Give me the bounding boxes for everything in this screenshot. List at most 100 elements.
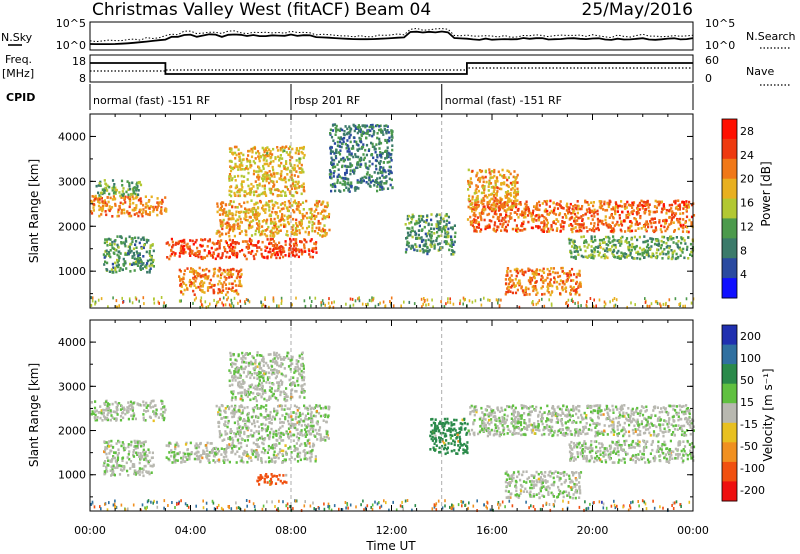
echo-cell — [298, 157, 301, 161]
ground-scatter-cell — [422, 302, 424, 306]
echo-cell — [240, 230, 243, 233]
echo-cell — [475, 187, 478, 191]
ground-scatter-cell — [244, 301, 247, 305]
echo-cell — [244, 207, 247, 210]
echo-cell — [203, 269, 206, 272]
echo-cell — [331, 124, 335, 127]
echo-cell — [577, 284, 580, 288]
echo-cell — [490, 197, 493, 201]
echo-cell — [172, 251, 175, 254]
echo-cell — [519, 213, 522, 216]
ground-scatter-cell — [322, 302, 325, 306]
ground-scatter-cell — [382, 300, 385, 304]
echo-cell — [131, 240, 134, 243]
echo-cell — [136, 181, 139, 185]
echo-cell — [142, 468, 145, 471]
echo-cell — [624, 230, 627, 233]
ground-scatter-cell — [685, 297, 688, 301]
echo-cell — [108, 445, 111, 448]
echo-cell — [180, 285, 183, 288]
echo-cell — [335, 124, 338, 128]
echo-cell — [450, 235, 453, 238]
echo-cell — [555, 285, 558, 289]
echo-cell — [506, 287, 509, 290]
echo-cell — [364, 164, 367, 167]
echo-cell — [121, 457, 124, 460]
echo-cell — [238, 163, 241, 167]
echo-cell — [275, 172, 278, 175]
echo-cell — [223, 281, 226, 284]
echo-cell — [619, 257, 622, 260]
echo-cell — [177, 240, 180, 244]
echo-cell — [649, 247, 652, 251]
ground-scatter-cell — [352, 303, 355, 307]
echo-cell — [269, 162, 272, 165]
echo-cell — [616, 206, 619, 210]
echo-cell — [355, 140, 358, 144]
echo-cell — [104, 204, 107, 207]
echo-cell — [223, 207, 226, 211]
echo-cell — [110, 243, 113, 247]
echo-cell — [410, 221, 413, 224]
echo-cell — [605, 208, 609, 212]
echo-cell — [658, 221, 661, 224]
echo-cell — [143, 465, 146, 468]
echo-cell — [667, 250, 670, 254]
echo-cell — [477, 221, 480, 224]
echo-cell — [543, 200, 546, 203]
echo-cell — [291, 156, 294, 159]
echo-cell — [311, 229, 314, 233]
echo-cell — [588, 207, 591, 210]
echo-cell — [427, 232, 430, 235]
echo-cell — [417, 229, 421, 232]
echo-cell — [547, 213, 550, 216]
echo-cell — [311, 213, 314, 216]
echo-cell — [248, 187, 251, 191]
echo-cell — [117, 259, 120, 262]
ground-scatter-cell — [200, 296, 203, 300]
echo-cell — [199, 243, 202, 247]
echo-cell — [292, 232, 295, 235]
echo-cell — [419, 249, 422, 253]
echo-cell — [314, 203, 317, 207]
echo-cell — [277, 164, 280, 167]
echo-cell — [178, 252, 182, 255]
echo-cell — [135, 206, 138, 210]
echo-cell — [94, 410, 97, 413]
echo-cell — [151, 399, 155, 403]
echo-cell — [506, 267, 509, 270]
echo-cell — [229, 270, 232, 273]
echo-cell — [216, 210, 219, 214]
echo-cell — [94, 197, 97, 201]
echo-cell — [104, 238, 107, 241]
echo-cell — [558, 212, 562, 215]
echo-cell — [599, 202, 602, 205]
echo-cell — [102, 464, 105, 467]
echo-cell — [236, 206, 239, 209]
echo-cell — [386, 161, 389, 164]
echo-cell — [626, 210, 629, 214]
echo-cell — [630, 229, 634, 233]
echo-cell — [263, 451, 266, 455]
echo-cell — [558, 213, 561, 217]
echo-cell — [582, 235, 585, 238]
echo-cell — [678, 205, 682, 208]
ground-scatter-cell — [612, 298, 614, 302]
echo-cell — [201, 289, 204, 292]
echo-cell — [554, 222, 557, 226]
echo-cell — [228, 276, 231, 279]
ground-scatter-cell — [449, 301, 452, 305]
echo-cell — [527, 279, 530, 282]
echo-cell — [263, 148, 266, 152]
echo-cell — [543, 279, 546, 282]
echo-cell — [340, 157, 343, 161]
echo-cell — [234, 179, 237, 182]
echo-cell — [258, 226, 261, 229]
echo-cell — [325, 205, 328, 209]
echo-cell — [90, 212, 94, 215]
echo-cell — [239, 168, 242, 171]
echo-cell — [661, 257, 664, 260]
echo-cell — [524, 208, 527, 211]
echo-cell — [214, 248, 217, 252]
ground-scatter-cell — [239, 299, 241, 303]
